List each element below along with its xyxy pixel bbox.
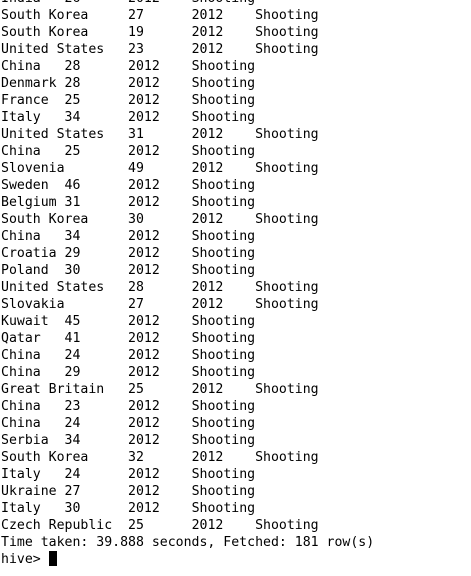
result-row: United States 28 2012 Shooting — [1, 280, 319, 295]
result-row: South Korea 19 2012 Shooting — [1, 25, 319, 40]
result-row: Italy 24 2012 Shooting — [1, 467, 256, 482]
result-row: South Korea 27 2012 Shooting — [1, 8, 319, 23]
result-row: China 28 2012 Shooting — [1, 59, 256, 74]
result-row: France 25 2012 Shooting — [1, 93, 256, 108]
prompt-line[interactable]: hive> — [1, 551, 471, 568]
result-row: Slovakia 27 2012 Shooting — [1, 297, 319, 312]
result-row: Croatia 29 2012 Shooting — [1, 246, 256, 261]
result-row: China 34 2012 Shooting — [1, 229, 256, 244]
result-row: South Korea 30 2012 Shooting — [1, 212, 319, 227]
result-row: Sweden 46 2012 Shooting — [1, 178, 256, 193]
result-row: Italy 30 2012 Shooting — [1, 501, 256, 516]
result-row: China 24 2012 Shooting — [1, 416, 256, 431]
result-row: Czech Republic 25 2012 Shooting — [1, 518, 319, 533]
text-cursor — [48, 551, 57, 566]
result-row: Slovenia 49 2012 Shooting — [1, 161, 319, 176]
result-row: Denmark 28 2012 Shooting — [1, 76, 256, 91]
result-row: South Korea 32 2012 Shooting — [1, 450, 319, 465]
result-row: United States 23 2012 Shooting — [1, 42, 319, 57]
result-row: Qatar 41 2012 Shooting — [1, 331, 256, 346]
query-status-line: Time taken: 39.888 seconds, Fetched: 181… — [1, 535, 375, 550]
result-row: Great Britain 25 2012 Shooting — [1, 382, 319, 397]
result-row: China 29 2012 Shooting — [1, 365, 256, 380]
result-row: Serbia 34 2012 Shooting — [1, 433, 256, 448]
result-row: Poland 30 2012 Shooting — [1, 263, 256, 278]
result-row: China 23 2012 Shooting — [1, 399, 256, 414]
result-row: Ukraine 27 2012 Shooting — [1, 484, 256, 499]
result-row: Kuwait 45 2012 Shooting — [1, 314, 256, 329]
result-row: United States 31 2012 Shooting — [1, 127, 319, 142]
result-row: Italy 34 2012 Shooting — [1, 110, 256, 125]
result-row: India 26 2012 Shooting — [1, 0, 471, 7]
hive-prompt: hive> — [1, 552, 49, 567]
result-row: Belgium 31 2012 Shooting — [1, 195, 256, 210]
result-row: China 25 2012 Shooting — [1, 144, 256, 159]
result-row: China 24 2012 Shooting — [1, 348, 256, 363]
